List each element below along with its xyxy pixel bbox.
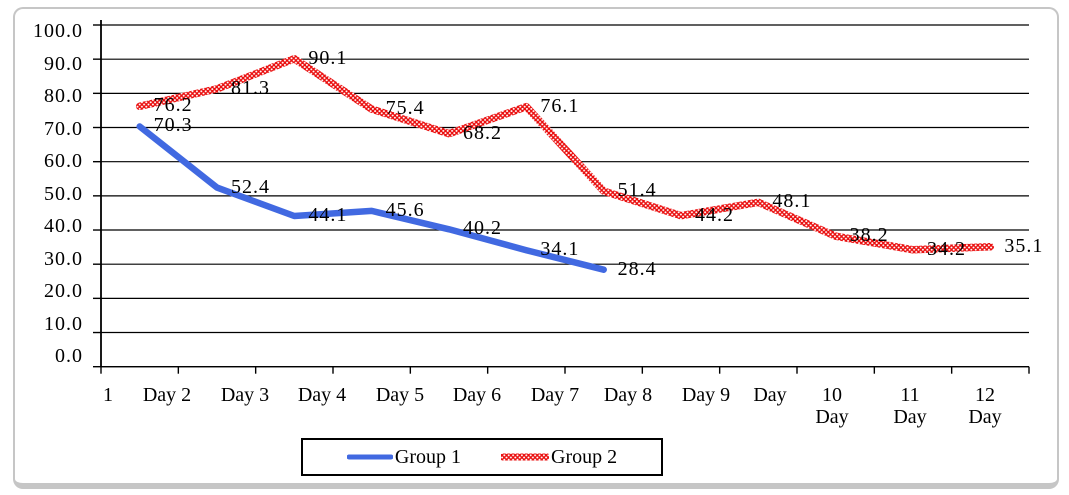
x-axis-tick-label: Day 6: [452, 384, 502, 406]
y-axis-tick-label: 10.0: [44, 312, 83, 335]
data-label-group1: 34.1: [540, 238, 580, 261]
data-label-group2: 35.1: [1004, 234, 1044, 257]
data-label-group1: 40.2: [463, 217, 502, 240]
x-axis-tick-label: 1: [103, 384, 113, 406]
x-axis-tick-label: Day 9: [681, 384, 731, 406]
x-axis-tick-label: Day 7: [530, 384, 580, 406]
legend-label-group1: Group 1: [394, 445, 461, 468]
data-label-group2: 76.2: [153, 94, 193, 117]
x-axis-tick-label: Day 5: [375, 384, 425, 406]
y-axis-tick-label: 70.0: [44, 117, 83, 140]
y-axis-tick-label: 90.0: [44, 52, 83, 75]
data-label-group2: 34.2: [927, 237, 966, 260]
x-axis-tick-label: 11 Day: [893, 384, 927, 428]
data-label-group1: 28.4: [617, 257, 657, 280]
y-axis-tick-label: 50.0: [44, 182, 83, 205]
data-label-group2: 44.2: [695, 203, 734, 226]
data-label-group2: 81.3: [231, 76, 270, 99]
series-lines: [135, 55, 995, 273]
data-label-group2: 90.1: [308, 46, 348, 69]
x-axis-tick-label: Day 8: [603, 384, 653, 406]
x-axis-tick-label: Day: [753, 384, 787, 406]
data-label-group1: 44.1: [308, 204, 348, 226]
y-axis-tick-label: 60.0: [44, 150, 83, 172]
y-axis-tick-label: 30.0: [44, 247, 83, 270]
x-axis-tick-label: 10 Day: [815, 384, 849, 428]
data-label-group1: 70.3: [153, 114, 193, 137]
data-label-group1: 45.6: [385, 198, 425, 221]
data-label-group2: 68.2: [463, 121, 502, 144]
axes: [93, 20, 1030, 374]
series-line-group2: [135, 55, 995, 254]
legend-swatch-red-dotted-line-icon: [501, 453, 549, 461]
legend-item-group1: Group 1: [346, 445, 461, 469]
data-label-group2: 48.1: [772, 190, 812, 213]
legend-item-group2: Group 2: [501, 446, 617, 469]
y-axis-tick-label: 40.0: [44, 215, 83, 237]
x-axis-tick-label: Day 3: [220, 384, 270, 406]
y-axis-tick-label: 20.0: [44, 280, 83, 302]
x-axis-tick-label: 12 Day: [968, 384, 1002, 428]
y-axis-tick-label: 0.0: [55, 345, 83, 367]
y-axis-tick-label: 80.0: [44, 85, 83, 107]
data-label-group2: 76.1: [540, 94, 580, 117]
y-axis-tick-label: 100.0: [33, 20, 83, 42]
x-axis-tick-label: Day 4: [297, 384, 347, 406]
data-label-group2: 38.2: [849, 224, 889, 247]
legend-label-group2: Group 2: [551, 445, 618, 468]
data-label-group2: 75.4: [385, 97, 425, 120]
x-axis-tick-label: Day 2: [142, 384, 192, 406]
legend: Group 1 Group 2: [301, 438, 663, 476]
data-label-group1: 52.4: [231, 175, 270, 198]
series-line-group1: [136, 123, 607, 273]
gridlines: [101, 24, 1029, 368]
legend-swatch-blue-line-icon: [346, 454, 393, 460]
data-label-group2: 51.4: [617, 179, 657, 202]
